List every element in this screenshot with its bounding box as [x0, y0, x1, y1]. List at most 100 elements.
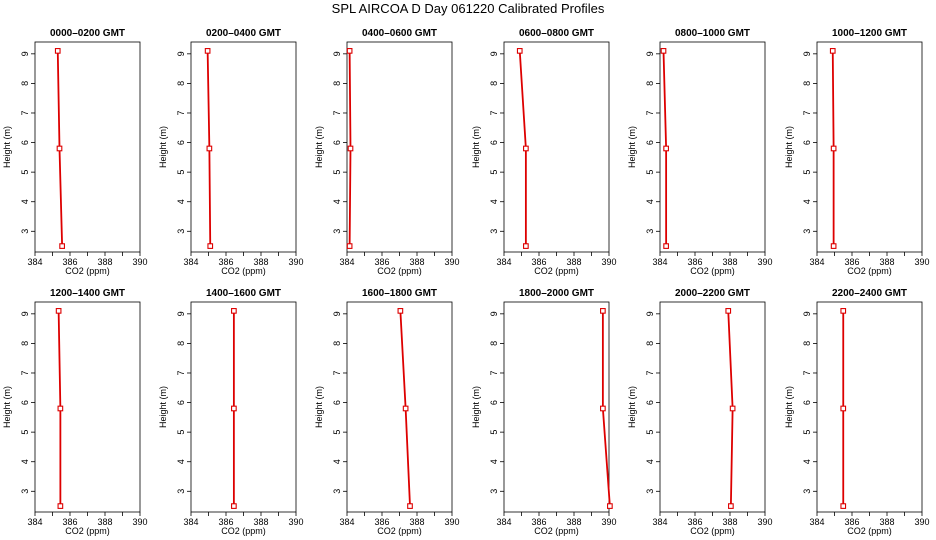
- profile-point: [600, 405, 606, 412]
- y-tick-label: 6: [802, 400, 812, 405]
- x-tick-label: 386: [62, 517, 77, 527]
- panel-title: 1200–1400 GMT: [50, 288, 125, 299]
- y-tick-label: 6: [332, 140, 342, 145]
- x-tick-label: 384: [183, 517, 198, 527]
- y-tick-label: 4: [20, 199, 30, 204]
- y-tick-label: 7: [802, 370, 812, 375]
- panel: 1400–1600 GMT 384 386 388 390 3 4 5 6 7 8 9 CO2 (ppm…: [158, 288, 304, 536]
- y-tick-label: 3: [802, 489, 812, 494]
- profile-point: [206, 145, 213, 152]
- y-tick-label: 4: [802, 459, 812, 464]
- panel: 0200–0400 GMT 384 386 388 390 3 4 5 6 7 8 9 CO2 (ppm…: [158, 28, 304, 276]
- y-axis-label: Height (m): [314, 126, 324, 168]
- profile-point: [600, 308, 606, 314]
- y-tick-label: 4: [489, 459, 499, 464]
- profile-point: [402, 405, 409, 412]
- x-tick-label: 384: [339, 517, 354, 527]
- x-tick-label: 390: [288, 517, 303, 527]
- y-tick-label: 8: [332, 81, 342, 86]
- profile-point: [231, 308, 237, 314]
- y-tick-label: 4: [176, 199, 186, 204]
- y-tick-label: 6: [20, 400, 30, 405]
- profile-point: [347, 145, 354, 152]
- profile-point: [346, 243, 353, 249]
- x-tick-label: 388: [722, 257, 737, 267]
- profile-point: [516, 48, 523, 54]
- profile-point: [729, 405, 736, 412]
- panel: 0000–0200 GMT 384 386 388 390 3 4 5 6 7 8 9 CO2 (ppm…: [2, 28, 148, 276]
- x-tick-label: 390: [601, 257, 616, 267]
- y-tick-label: 9: [802, 51, 812, 56]
- y-tick-label: 7: [20, 370, 30, 375]
- panel-title: 0000–0200 GMT: [50, 28, 125, 39]
- y-tick-label: 9: [332, 311, 342, 316]
- profile-point: [407, 503, 413, 509]
- profile-point: [840, 503, 847, 509]
- y-tick-label: 3: [176, 489, 186, 494]
- x-tick-label: 390: [757, 257, 772, 267]
- y-tick-label: 5: [802, 170, 812, 175]
- x-tick-label: 384: [27, 517, 42, 527]
- profile-point: [397, 308, 404, 314]
- x-axis-label: CO2 (ppm): [221, 266, 266, 276]
- y-tick-label: 4: [802, 199, 812, 204]
- x-tick-label: 390: [757, 517, 772, 527]
- y-tick-label: 6: [20, 140, 30, 145]
- profile-point: [56, 145, 63, 152]
- y-tick-label: 6: [645, 400, 655, 405]
- panel-title: 2200–2400 GMT: [832, 288, 907, 299]
- y-tick-label: 3: [20, 489, 30, 494]
- x-tick-label: 386: [374, 517, 389, 527]
- y-tick-label: 8: [645, 81, 655, 86]
- y-tick-label: 8: [645, 341, 655, 346]
- plot-frame: [659, 301, 766, 513]
- y-tick-label: 6: [176, 140, 186, 145]
- x-tick-label: 390: [132, 257, 147, 267]
- y-tick-label: 7: [489, 370, 499, 375]
- panel-title: 0600–0800 GMT: [519, 28, 594, 39]
- y-tick-label: 5: [176, 170, 186, 175]
- y-tick-label: 9: [645, 311, 655, 316]
- y-tick-label: 5: [176, 430, 186, 435]
- y-tick-label: 4: [332, 199, 342, 204]
- panel-title: 0400–0600 GMT: [362, 28, 437, 39]
- profile-point: [663, 145, 669, 152]
- y-tick-label: 6: [176, 400, 186, 405]
- x-tick-label: 390: [444, 257, 459, 267]
- y-tick-label: 6: [332, 400, 342, 405]
- x-tick-label: 390: [914, 517, 929, 527]
- x-tick-label: 390: [288, 257, 303, 267]
- x-tick-label: 384: [496, 257, 511, 267]
- y-tick-label: 7: [645, 370, 655, 375]
- x-tick-label: 384: [27, 257, 42, 267]
- y-tick-label: 5: [20, 170, 30, 175]
- x-tick-label: 388: [879, 517, 894, 527]
- x-axis-label: CO2 (ppm): [847, 266, 892, 276]
- plot-frame: [346, 41, 453, 253]
- profile-point: [55, 308, 62, 314]
- profile-point: [207, 243, 214, 249]
- y-tick-label: 7: [489, 110, 499, 115]
- y-tick-label: 4: [20, 459, 30, 464]
- x-tick-label: 386: [844, 257, 859, 267]
- profile-point: [840, 308, 847, 314]
- y-tick-label: 9: [332, 51, 342, 56]
- x-axis-label: CO2 (ppm): [690, 526, 735, 536]
- y-tick-label: 9: [20, 51, 30, 56]
- y-tick-label: 6: [489, 140, 499, 145]
- y-tick-label: 8: [489, 341, 499, 346]
- x-tick-label: 384: [809, 517, 824, 527]
- panel: 1200–1400 GMT 384 386 388 390 3 4 5 6 7 8 9 CO2 (ppm…: [2, 288, 148, 536]
- x-tick-label: 388: [409, 517, 424, 527]
- y-tick-label: 9: [176, 51, 186, 56]
- panel: 1600–1800 GMT 384 386 388 390 3 4 5 6 7 8 9 CO2 (ppm…: [314, 288, 460, 536]
- x-tick-label: 388: [253, 257, 268, 267]
- plot-frame: [346, 301, 453, 513]
- y-tick-label: 9: [645, 51, 655, 56]
- y-tick-label: 3: [802, 229, 812, 234]
- y-tick-label: 3: [176, 229, 186, 234]
- x-tick-label: 388: [409, 257, 424, 267]
- profile-point: [663, 243, 669, 249]
- profile-point: [829, 48, 836, 54]
